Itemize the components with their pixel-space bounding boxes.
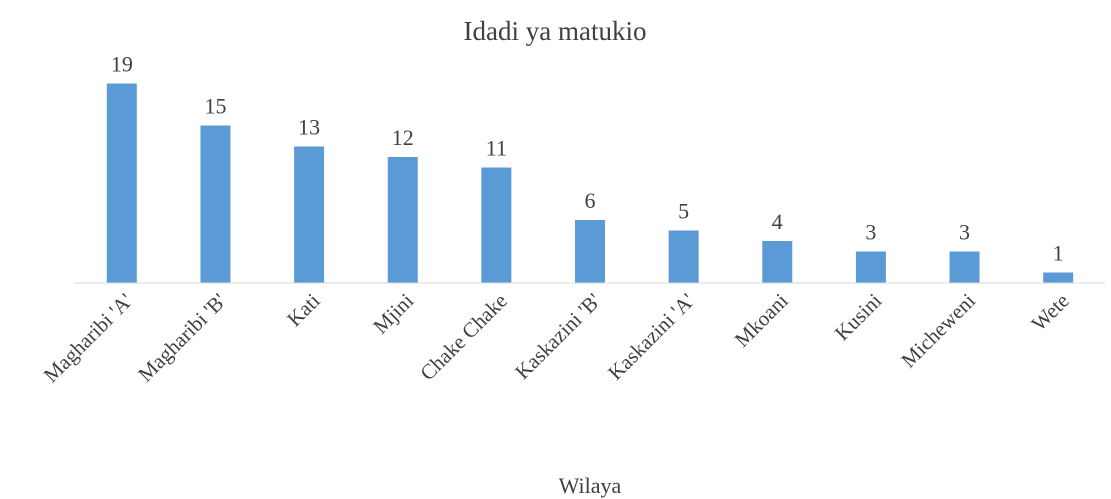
bar: [762, 241, 793, 283]
x-tick-label: Kusini: [830, 288, 887, 345]
x-tick-label: Magharibi 'B': [133, 289, 231, 387]
bar: [1043, 272, 1074, 283]
x-tick-label: Mjini: [368, 288, 418, 338]
data-label: 3: [865, 220, 876, 245]
bar: [668, 230, 699, 283]
bar: [200, 125, 231, 283]
bar: [855, 251, 886, 283]
chart-title: Idadi ya matukio: [464, 16, 647, 46]
bar: [106, 83, 137, 283]
x-tick-label: Wete: [1027, 289, 1074, 336]
x-tick-label: Micheweni: [896, 288, 980, 372]
data-label: 13: [298, 115, 320, 140]
x-axis-label: Wilaya: [559, 473, 622, 498]
data-label: 6: [585, 188, 596, 213]
x-tick-label: Mkoani: [730, 288, 793, 351]
data-label: 4: [772, 209, 783, 234]
data-label: 19: [111, 52, 133, 77]
x-tick-label: Kaskazini 'A': [603, 289, 699, 385]
data-label: 15: [204, 94, 226, 119]
data-label: 1: [1053, 241, 1064, 266]
x-tick-label: Kaskazini 'B': [510, 289, 605, 384]
bar: [575, 220, 605, 283]
data-label: 11: [486, 136, 507, 161]
x-tick-label: Chake Chake: [415, 289, 512, 386]
data-label: 5: [678, 199, 689, 224]
bar: [387, 157, 418, 283]
data-label: 12: [392, 125, 414, 150]
x-tick-label: Kati: [282, 288, 325, 331]
data-label: 3: [959, 220, 970, 245]
bar: [294, 146, 325, 283]
bar: [949, 251, 980, 283]
bar: [481, 167, 512, 283]
x-tick-label: Magharibi 'A': [39, 289, 138, 388]
